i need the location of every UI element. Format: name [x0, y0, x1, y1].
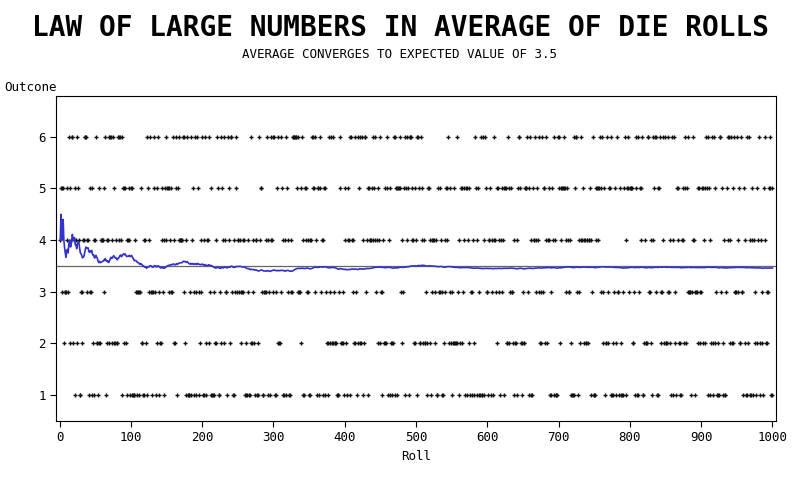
Outcone	[612, 134, 622, 140]
Outcone	[370, 134, 380, 140]
Text: AVERAGE CONVERGES TO EXPECTED VALUE OF 3.5: AVERAGE CONVERGES TO EXPECTED VALUE OF 3…	[242, 48, 558, 61]
Average	[55, 237, 65, 243]
Outcone	[546, 392, 555, 398]
Outcone	[345, 392, 354, 398]
Average	[345, 267, 354, 272]
Text: Outcone: Outcone	[4, 81, 57, 94]
Text: LAW OF LARGE NUMBERS IN AVERAGE OF DIE ROLLS: LAW OF LARGE NUMBERS IN AVERAGE OF DIE R…	[31, 14, 769, 43]
Average	[768, 265, 778, 271]
Average	[56, 211, 66, 217]
Outcone	[625, 185, 634, 191]
Average	[265, 269, 274, 274]
X-axis label: Roll: Roll	[401, 450, 431, 463]
Outcone	[64, 134, 74, 140]
Average	[129, 257, 138, 262]
Outcone	[130, 392, 139, 398]
Outcone	[70, 392, 80, 398]
Outcone	[55, 237, 65, 243]
Outcone	[768, 185, 778, 191]
Average	[546, 265, 555, 271]
Line: Outcone: Outcone	[58, 134, 775, 397]
Average	[612, 264, 622, 270]
Average	[625, 265, 634, 271]
Average	[370, 264, 380, 270]
Line: Average: Average	[60, 214, 773, 272]
